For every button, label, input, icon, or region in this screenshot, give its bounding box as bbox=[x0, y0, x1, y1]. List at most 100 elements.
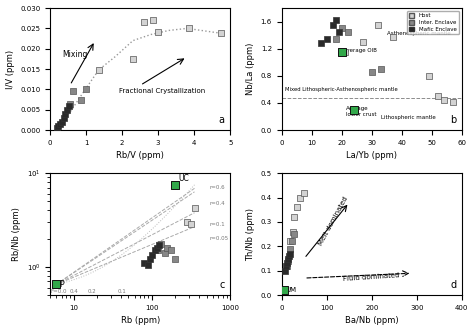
Text: r=0.1: r=0.1 bbox=[210, 222, 226, 227]
Point bbox=[377, 67, 384, 72]
Point bbox=[218, 31, 225, 36]
Text: UC: UC bbox=[179, 174, 190, 183]
Text: r=0.4: r=0.4 bbox=[210, 201, 226, 206]
Point bbox=[155, 243, 163, 248]
Point bbox=[338, 49, 346, 55]
Point bbox=[140, 260, 148, 266]
Point bbox=[167, 248, 175, 253]
Text: Mixed Lithospheric-Asthenospheric mantle: Mixed Lithospheric-Asthenospheric mantle bbox=[285, 87, 397, 92]
Point bbox=[434, 94, 442, 99]
Text: r=0.05: r=0.05 bbox=[210, 236, 229, 241]
Point bbox=[301, 190, 308, 195]
Y-axis label: I/V (ppm): I/V (ppm) bbox=[6, 50, 15, 89]
Point bbox=[65, 103, 73, 108]
Point bbox=[53, 126, 60, 131]
Point bbox=[58, 119, 65, 124]
Point bbox=[289, 229, 297, 234]
X-axis label: Rb/V (ppm): Rb/V (ppm) bbox=[116, 151, 164, 161]
Legend: Host, Inter. Enclave, Mafic Enclave: Host, Inter. Enclave, Mafic Enclave bbox=[407, 11, 459, 34]
Point bbox=[283, 263, 291, 268]
Point bbox=[155, 248, 162, 253]
Point bbox=[293, 205, 301, 210]
Point bbox=[188, 221, 195, 226]
Point bbox=[153, 245, 161, 251]
Point bbox=[341, 49, 348, 55]
Point bbox=[284, 258, 292, 263]
Text: d: d bbox=[450, 280, 456, 290]
Text: Mixing: Mixing bbox=[63, 50, 88, 59]
X-axis label: La/Yb (ppm): La/Yb (ppm) bbox=[346, 151, 397, 161]
Point bbox=[149, 18, 156, 23]
Point bbox=[329, 23, 337, 28]
Point bbox=[56, 121, 64, 127]
Point bbox=[296, 195, 303, 200]
Point bbox=[350, 107, 357, 113]
Text: Fractional Crystallization: Fractional Crystallization bbox=[118, 88, 205, 94]
Point bbox=[332, 36, 339, 41]
Point bbox=[449, 99, 456, 104]
Point bbox=[70, 89, 77, 94]
Point bbox=[146, 257, 154, 262]
Point bbox=[344, 29, 352, 34]
Point bbox=[77, 97, 84, 102]
Text: Average OIB: Average OIB bbox=[343, 48, 377, 53]
Point bbox=[62, 111, 69, 117]
Text: UM: UM bbox=[285, 287, 296, 293]
Point bbox=[151, 248, 159, 253]
Point bbox=[157, 242, 164, 247]
Point bbox=[66, 101, 73, 106]
Point bbox=[54, 123, 62, 129]
Text: 0.4: 0.4 bbox=[69, 289, 78, 294]
Point bbox=[191, 206, 199, 211]
Text: Asthenospheric mantle: Asthenospheric mantle bbox=[387, 31, 450, 36]
Text: 0.2: 0.2 bbox=[87, 289, 96, 294]
Point bbox=[317, 41, 325, 46]
Point bbox=[284, 256, 292, 261]
Point bbox=[323, 36, 330, 41]
Point bbox=[359, 39, 366, 45]
X-axis label: Rb (ppm): Rb (ppm) bbox=[120, 316, 160, 325]
Point bbox=[283, 263, 290, 268]
Point bbox=[286, 239, 293, 244]
Y-axis label: Th/Nb (ppm): Th/Nb (ppm) bbox=[246, 208, 255, 260]
Point bbox=[368, 70, 375, 75]
Point bbox=[185, 25, 192, 30]
Text: b: b bbox=[450, 115, 456, 125]
Text: F=0.0: F=0.0 bbox=[51, 289, 67, 294]
Y-axis label: Nb/La (ppm): Nb/La (ppm) bbox=[246, 43, 255, 95]
Point bbox=[335, 29, 343, 34]
Point bbox=[291, 231, 298, 237]
Text: a: a bbox=[219, 115, 225, 125]
Point bbox=[140, 20, 147, 25]
Text: Melt dominated: Melt dominated bbox=[317, 195, 349, 246]
Point bbox=[129, 56, 137, 62]
Point bbox=[425, 73, 433, 78]
Point bbox=[144, 262, 151, 267]
Point bbox=[82, 87, 90, 92]
Point bbox=[288, 239, 295, 244]
Text: Lithospheric mantle: Lithospheric mantle bbox=[381, 115, 436, 120]
Point bbox=[389, 34, 397, 39]
Point bbox=[161, 251, 168, 256]
Text: c: c bbox=[219, 280, 225, 290]
Point bbox=[148, 252, 155, 257]
Point bbox=[163, 245, 171, 251]
Point bbox=[280, 288, 288, 293]
Point bbox=[286, 246, 293, 252]
Point bbox=[183, 219, 191, 225]
Point bbox=[60, 115, 68, 120]
Point bbox=[285, 254, 292, 259]
Text: Fluid dominated: Fluid dominated bbox=[343, 273, 400, 282]
Text: P: P bbox=[60, 280, 64, 289]
Text: r=0.6: r=0.6 bbox=[210, 185, 226, 190]
Point bbox=[291, 214, 298, 220]
X-axis label: Ba/Nb (ppm): Ba/Nb (ppm) bbox=[345, 316, 399, 325]
Point bbox=[64, 107, 71, 113]
Point bbox=[283, 261, 291, 266]
Point bbox=[338, 26, 346, 31]
Point bbox=[332, 18, 339, 23]
Point bbox=[53, 282, 60, 287]
Point bbox=[374, 23, 382, 28]
Text: 0.1: 0.1 bbox=[118, 289, 127, 294]
Point bbox=[155, 29, 162, 34]
